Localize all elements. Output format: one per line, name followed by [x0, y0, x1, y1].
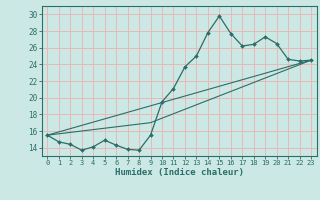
X-axis label: Humidex (Indice chaleur): Humidex (Indice chaleur): [115, 168, 244, 177]
